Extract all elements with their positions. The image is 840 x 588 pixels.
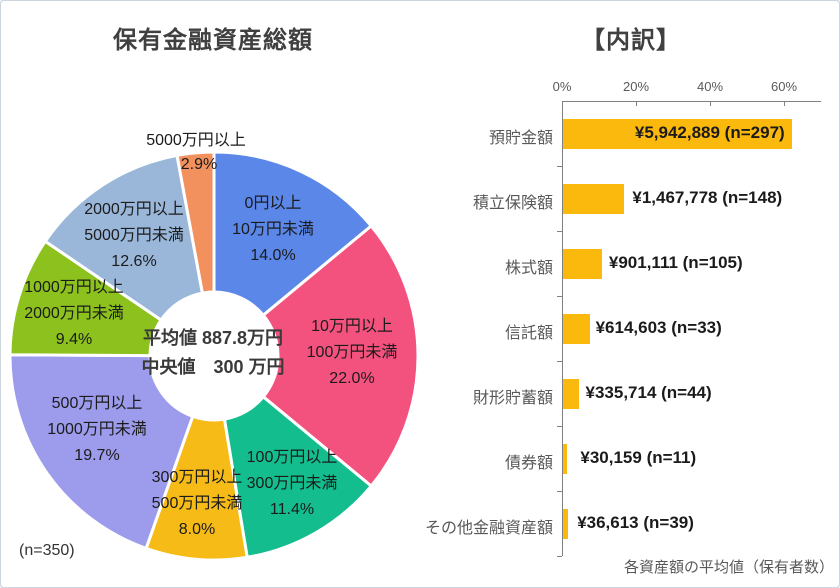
bar [563,508,569,539]
bar-value-label: ¥30,159 (n=11) [580,447,697,467]
bar [563,443,568,474]
bar-category-label: 積立保険額 [472,194,553,212]
x-axis-tick-label: 20% [622,79,650,94]
bar-category-label: 預貯金額 [488,129,553,147]
donut-label-line: 22.0% [329,370,375,387]
x-axis-tick [710,101,711,106]
bar [563,378,579,409]
donut-label-line: 12.6% [111,253,157,270]
bar-category-label: その他金融資産額 [424,519,553,537]
donut-label-line: 1000万円以上 [24,279,124,296]
donut-segment [8,239,163,358]
donut-label-line: 0円以上 [244,195,302,212]
donut-segment-label: 5000万円以上 [146,128,246,154]
sample-size-label: (n=350) [19,542,75,559]
donut-segment-label: 10万円以上 100万円未満 22.0% [307,314,398,392]
donut-label-line: 2000万円以上 [84,201,184,218]
donut-label-line: 500万円以上 [51,395,143,412]
bar [563,248,602,279]
mean-value-label: 平均値 887.8万円 [142,328,284,348]
donut-segment [222,395,373,559]
donut-segment [261,224,420,488]
y-axis-tick [557,231,562,232]
bar-value-label: ¥36,613 (n=39) [577,512,694,532]
donut-segment-label: 2000万円以上 5000万円未満 12.6% [84,197,184,275]
donut-label-line: 5000万円未満 [84,227,184,244]
donut-label-line: 5000万円以上 [146,132,246,149]
donut-label-line: 100万円以上 [246,449,338,466]
y-axis-tick [557,491,562,492]
bar-category-label: 債券額 [504,454,553,472]
right-chart-title: 【内訳】 [581,27,681,54]
bar-value-label: ¥335,714 (n=44) [585,382,712,402]
bar [563,118,792,149]
donut-label-line: 500万円未満 [151,495,243,512]
chart-footnote: 各資産額の平均値（保有者数） [623,559,834,576]
bar-value-label: ¥5,942,889 (n=297) [634,122,785,142]
donut-center-stats: 平均値 887.8万円 中央値 300 万円 [141,324,284,382]
donut-segment-label: 100万円以上 300万円未満 11.4% [247,445,338,523]
left-chart-title: 保有金融資産総額 [113,27,313,54]
donut-label-line: 11.4% [269,501,315,518]
y-axis-tick [557,556,562,557]
x-axis-line [562,101,821,102]
bar-category-label: 株式額 [504,259,553,277]
donut-label-line: 100万円未満 [306,344,398,361]
bar-value-label: ¥1,467,778 (n=148) [632,187,783,207]
donut-segment-label: 1000万円以上 2000万円未満 9.4% [24,275,124,353]
x-axis-tick [636,101,637,106]
x-axis-tick [784,101,785,106]
donut-segment [175,150,216,295]
donut-label-line: 8.0% [178,521,216,538]
y-axis-tick [557,166,562,167]
donut-label-line: 19.7% [74,447,120,464]
bar-category-label: 信託額 [504,324,553,342]
donut-chart [8,150,420,562]
donut-label-line: 10万円未満 [232,221,314,238]
donut-segment-label: 300万円以上 500万円未満 8.0% [152,465,243,543]
donut-label-line: 9.4% [55,331,93,348]
bar-category-label: 財形貯蓄額 [472,389,553,407]
bar [563,313,590,344]
donut-label-line: 300万円以上 [151,469,243,486]
bar-value-label: ¥614,603 (n=33) [595,317,722,337]
x-axis-tick-label: 60% [770,79,798,94]
bar-value-label: ¥901,111 (n=105) [608,252,743,272]
donut-label-line: 14.0% [250,247,296,264]
donut-segment-label: 2.9% [181,152,217,178]
donut-segment [43,153,204,322]
bar [563,183,625,214]
median-value-label: 中央値 300 万円 [141,357,285,377]
donut-label-line: 300万円未満 [246,475,338,492]
y-axis-tick [557,426,562,427]
y-axis-tick [557,296,562,297]
x-axis-tick-label: 40% [696,79,724,94]
donut-segment [212,150,373,317]
donut-segment [8,353,195,550]
y-axis-line [562,101,563,556]
donut-label-line: 1000万円未満 [47,421,147,438]
donut-label-line: 2000万円未満 [24,305,124,322]
donut-segment-label: 0円以上 10万円未満 14.0% [232,191,314,269]
donut-label-line: 2.9% [180,156,218,173]
donut-label-line: 10万円以上 [311,318,393,335]
y-axis-tick [557,361,562,362]
x-axis-tick-label: 0% [552,79,572,94]
donut-segment-label: 500万円以上 1000万円未満 19.7% [47,391,147,469]
